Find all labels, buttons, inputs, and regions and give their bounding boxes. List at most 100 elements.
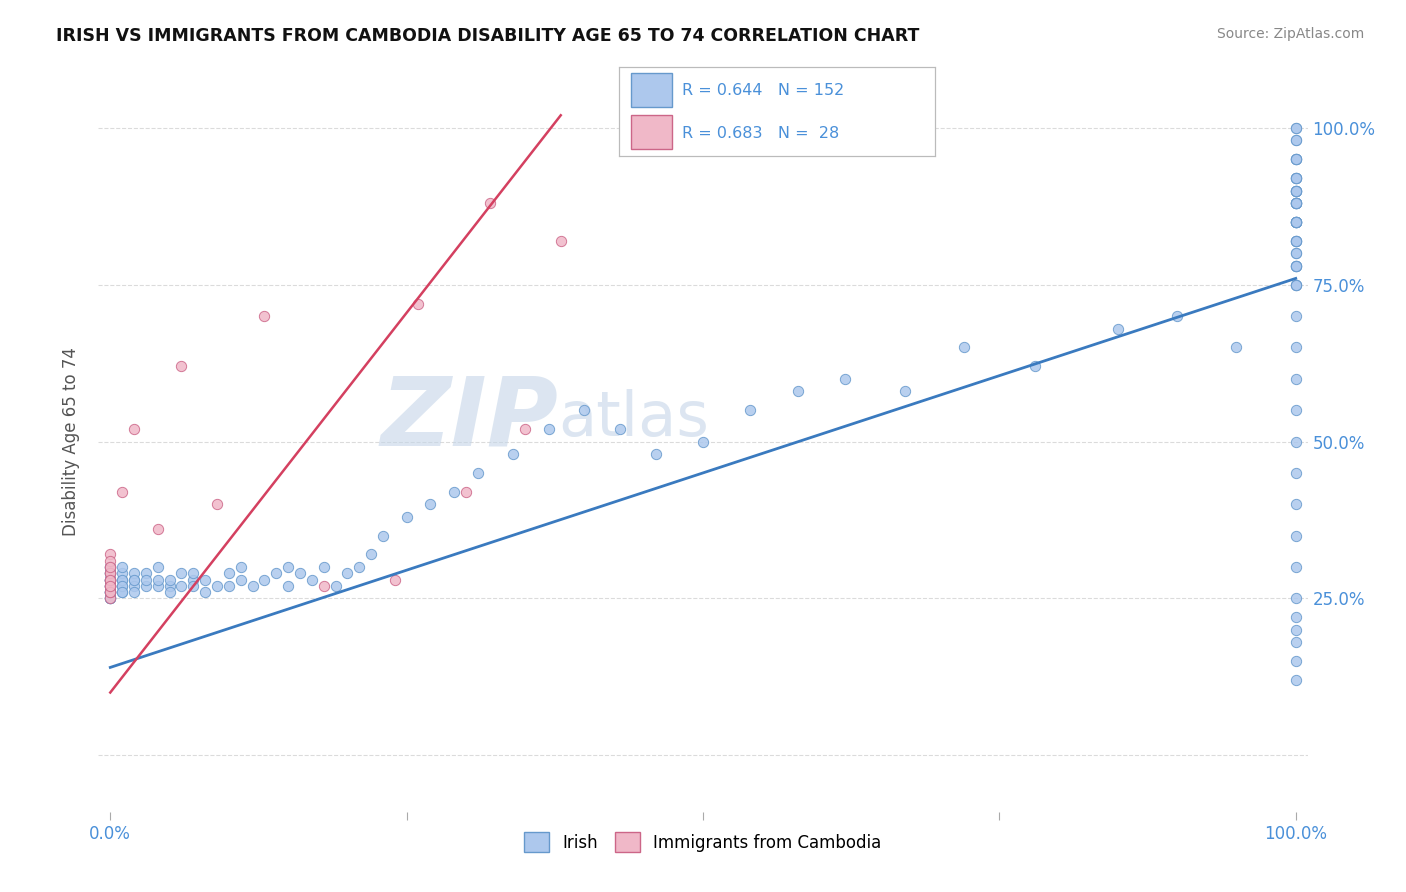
Point (98, 566, 121, 581)
Point (159, 579, 181, 593)
Point (111, 585, 134, 599)
Point (1285, 372, 1308, 386)
Point (98, 591, 121, 606)
Point (1285, 309, 1308, 323)
Point (347, 560, 370, 574)
Point (111, 484, 134, 499)
Point (1285, 497, 1308, 511)
Point (98, 554, 121, 568)
Point (98, 585, 121, 599)
Point (1285, 184, 1308, 198)
Point (1285, 259, 1308, 273)
Point (98, 579, 121, 593)
Point (1285, 246, 1308, 260)
Point (454, 484, 477, 499)
Point (1285, 635, 1308, 649)
Text: atlas: atlas (558, 389, 709, 450)
Point (1107, 321, 1129, 335)
Point (1285, 196, 1308, 211)
Point (98, 560, 121, 574)
Point (1285, 654, 1308, 668)
Point (419, 497, 441, 511)
Point (170, 359, 193, 374)
Point (98, 585, 121, 599)
Point (692, 434, 714, 449)
Point (1285, 259, 1308, 273)
Point (98, 560, 121, 574)
Point (242, 579, 264, 593)
Point (229, 573, 252, 587)
Point (478, 196, 501, 211)
Point (1285, 120, 1308, 135)
Point (1285, 234, 1308, 248)
Text: Source: ZipAtlas.com: Source: ZipAtlas.com (1216, 27, 1364, 41)
Point (98, 548, 121, 562)
Point (395, 509, 418, 524)
Point (1285, 133, 1308, 147)
Point (1285, 171, 1308, 186)
Point (1285, 133, 1308, 147)
Point (1285, 171, 1308, 186)
Point (98, 579, 121, 593)
Point (574, 403, 596, 417)
Point (1285, 152, 1308, 166)
Text: IRISH VS IMMIGRANTS FROM CAMBODIA DISABILITY AGE 65 TO 74 CORRELATION CHART: IRISH VS IMMIGRANTS FROM CAMBODIA DISABI… (56, 27, 920, 45)
Point (98, 560, 121, 574)
Point (194, 585, 217, 599)
Point (384, 573, 406, 587)
Point (1285, 434, 1308, 449)
Point (1285, 152, 1308, 166)
Point (467, 466, 489, 480)
Point (122, 579, 145, 593)
Point (1285, 215, 1308, 229)
Legend: Irish, Immigrants from Cambodia: Irish, Immigrants from Cambodia (517, 825, 889, 859)
Point (98, 579, 121, 593)
Point (111, 566, 134, 581)
Point (111, 579, 134, 593)
Point (408, 296, 430, 310)
Point (253, 573, 276, 587)
Point (301, 573, 323, 587)
Point (952, 340, 974, 354)
Point (537, 422, 560, 436)
Point (122, 573, 145, 587)
Point (98, 566, 121, 581)
Point (740, 403, 762, 417)
Point (98, 573, 121, 587)
Point (253, 309, 276, 323)
Point (277, 579, 299, 593)
Point (111, 573, 134, 587)
Point (146, 522, 169, 536)
Point (98, 566, 121, 581)
Point (1285, 215, 1308, 229)
Point (98, 585, 121, 599)
Point (98, 566, 121, 581)
Point (159, 585, 181, 599)
Point (609, 422, 631, 436)
Point (1285, 673, 1308, 687)
Point (98, 573, 121, 587)
Point (1285, 215, 1308, 229)
Point (1285, 196, 1308, 211)
Point (98, 560, 121, 574)
Point (98, 566, 121, 581)
Point (122, 566, 145, 581)
Point (1285, 196, 1308, 211)
Point (98, 560, 121, 574)
Point (1285, 215, 1308, 229)
Point (98, 585, 121, 599)
Point (360, 548, 382, 562)
Point (1285, 340, 1308, 354)
Point (1285, 560, 1308, 574)
Point (550, 234, 572, 248)
Point (1285, 466, 1308, 480)
Point (1285, 234, 1308, 248)
Point (218, 566, 240, 581)
Point (1285, 246, 1308, 260)
Point (1285, 277, 1308, 292)
Point (159, 573, 181, 587)
Point (1285, 184, 1308, 198)
Point (205, 579, 228, 593)
Point (98, 573, 121, 587)
Point (135, 579, 157, 593)
